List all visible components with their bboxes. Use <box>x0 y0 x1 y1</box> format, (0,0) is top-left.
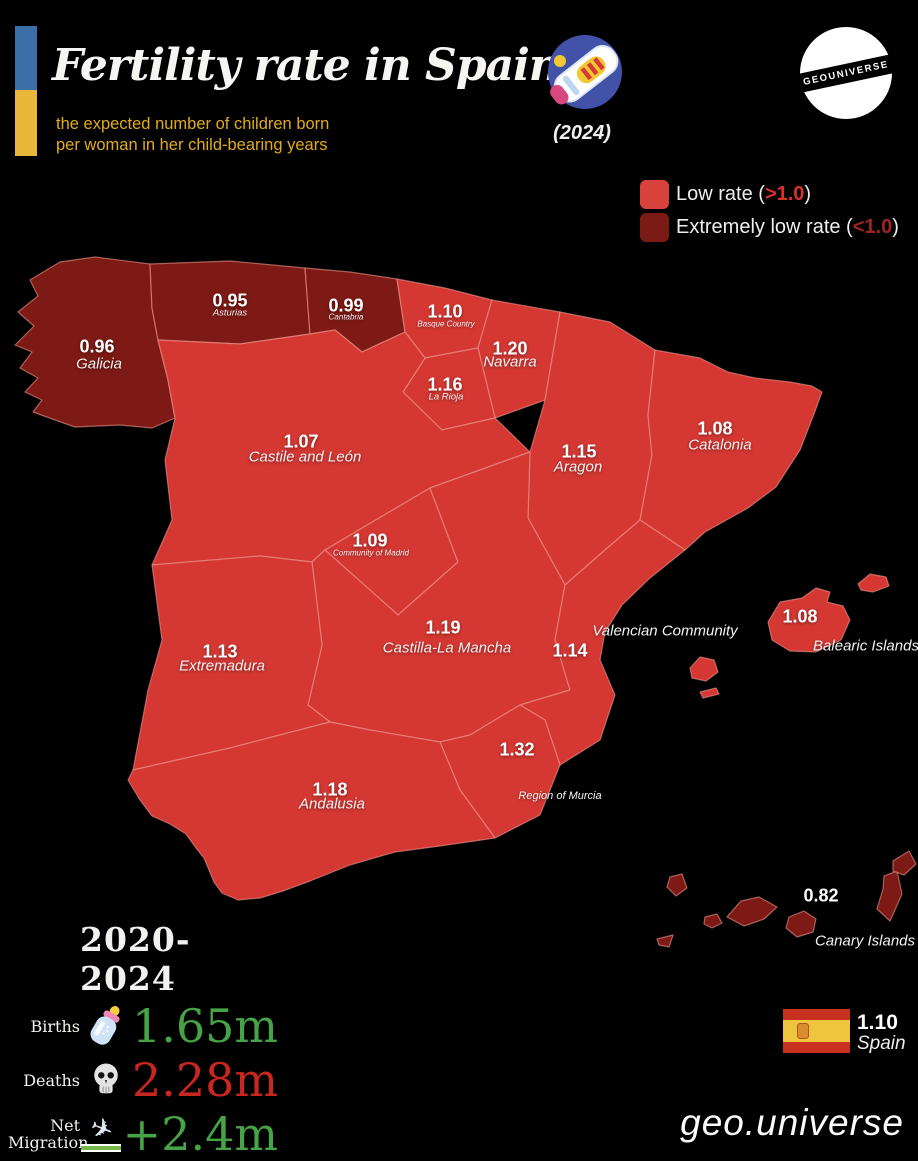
legend-extreme-threshold: <1.0 <box>852 216 893 238</box>
subtitle-line-1: the expected number of children born <box>56 115 330 133</box>
country-fertility-value: 1.10 <box>857 1011 898 1034</box>
page-title: Fertility rate in Spain <box>52 40 561 91</box>
year-label: (2024) <box>553 122 611 144</box>
island-la-gomera <box>703 913 723 929</box>
legend-extreme-text: Extremely low rate ( <box>676 216 853 238</box>
runway-stripe <box>81 1143 122 1152</box>
island-la-palma <box>666 873 688 897</box>
net-migration-value: +2.4m <box>122 1107 278 1161</box>
births-value: 1.65m <box>131 999 278 1053</box>
net-migration-label: Net Migration <box>8 1116 89 1152</box>
subtitle-line-2: per woman in her child-bearing years <box>56 136 328 154</box>
island-el-hierro <box>656 934 674 948</box>
island-gran-canaria <box>785 910 817 938</box>
island-fuerteventura <box>876 870 903 922</box>
island-mallorca <box>767 587 851 653</box>
skull-icon <box>80 1061 132 1099</box>
deaths-value: 2.28m <box>131 1053 278 1107</box>
legend-label-low: Low rate (>1.0) <box>676 183 811 206</box>
island-ibiza <box>689 656 719 682</box>
legend-swatch-extreme <box>640 213 669 242</box>
region-catalonia <box>639 349 823 551</box>
geouniverse-logo: GEOUNIVERSE <box>781 27 911 119</box>
stats-row-births: Births 1.65m <box>8 999 279 1053</box>
stats-panel: 2020-2024 Births 1.65m Deaths <box>8 920 278 1160</box>
plane-glyph: ✈ <box>85 1110 118 1148</box>
pregnancy-test-icon <box>543 30 625 117</box>
island-lanzarote <box>892 850 917 876</box>
island-menorca <box>857 573 890 593</box>
region-navarra <box>477 299 561 419</box>
island-formentera <box>699 687 720 699</box>
spain-flag-icon <box>783 1009 850 1053</box>
legend-low-text: Low rate ( <box>676 183 765 205</box>
ukraine-accent-bar <box>15 26 37 156</box>
region-andalusia <box>127 721 496 901</box>
watermark-handle: geo.universe <box>680 1102 904 1143</box>
births-label: Births <box>30 1016 80 1036</box>
legend: Low rate (>1.0) Extremely low rate (<1.0… <box>640 180 899 246</box>
legend-low-threshold: >1.0 <box>764 183 805 205</box>
region-valencian-community <box>519 519 686 766</box>
deaths-label: Deaths <box>23 1070 80 1090</box>
baby-bottle-icon <box>80 1002 132 1050</box>
legend-label-extreme: Extremely low rate (<1.0) <box>676 216 899 239</box>
country-name: Spain <box>857 1033 906 1054</box>
island-tenerife <box>726 896 778 927</box>
accent-bar-blue <box>15 26 37 90</box>
accent-bar-yellow <box>15 90 37 156</box>
region-asturias <box>149 260 311 345</box>
legend-low-suffix: ) <box>804 183 812 205</box>
legend-swatch-low <box>640 180 669 209</box>
stats-row-net-migration: Net Migration ✈ +2.4m <box>8 1108 278 1160</box>
legend-extreme-suffix: ) <box>892 216 899 238</box>
spain-coat-of-arms-icon <box>797 1023 809 1039</box>
legend-row-extreme: Extremely low rate (<1.0) <box>640 213 899 242</box>
legend-row-low: Low rate (>1.0) <box>640 180 899 209</box>
plane-landing-icon: ✈ <box>80 1110 123 1152</box>
page-subtitle: the expected number of children born per… <box>56 114 386 156</box>
stats-row-deaths: Deaths 2.28m <box>8 1054 278 1106</box>
stats-period: 2020-2024 <box>80 920 191 998</box>
